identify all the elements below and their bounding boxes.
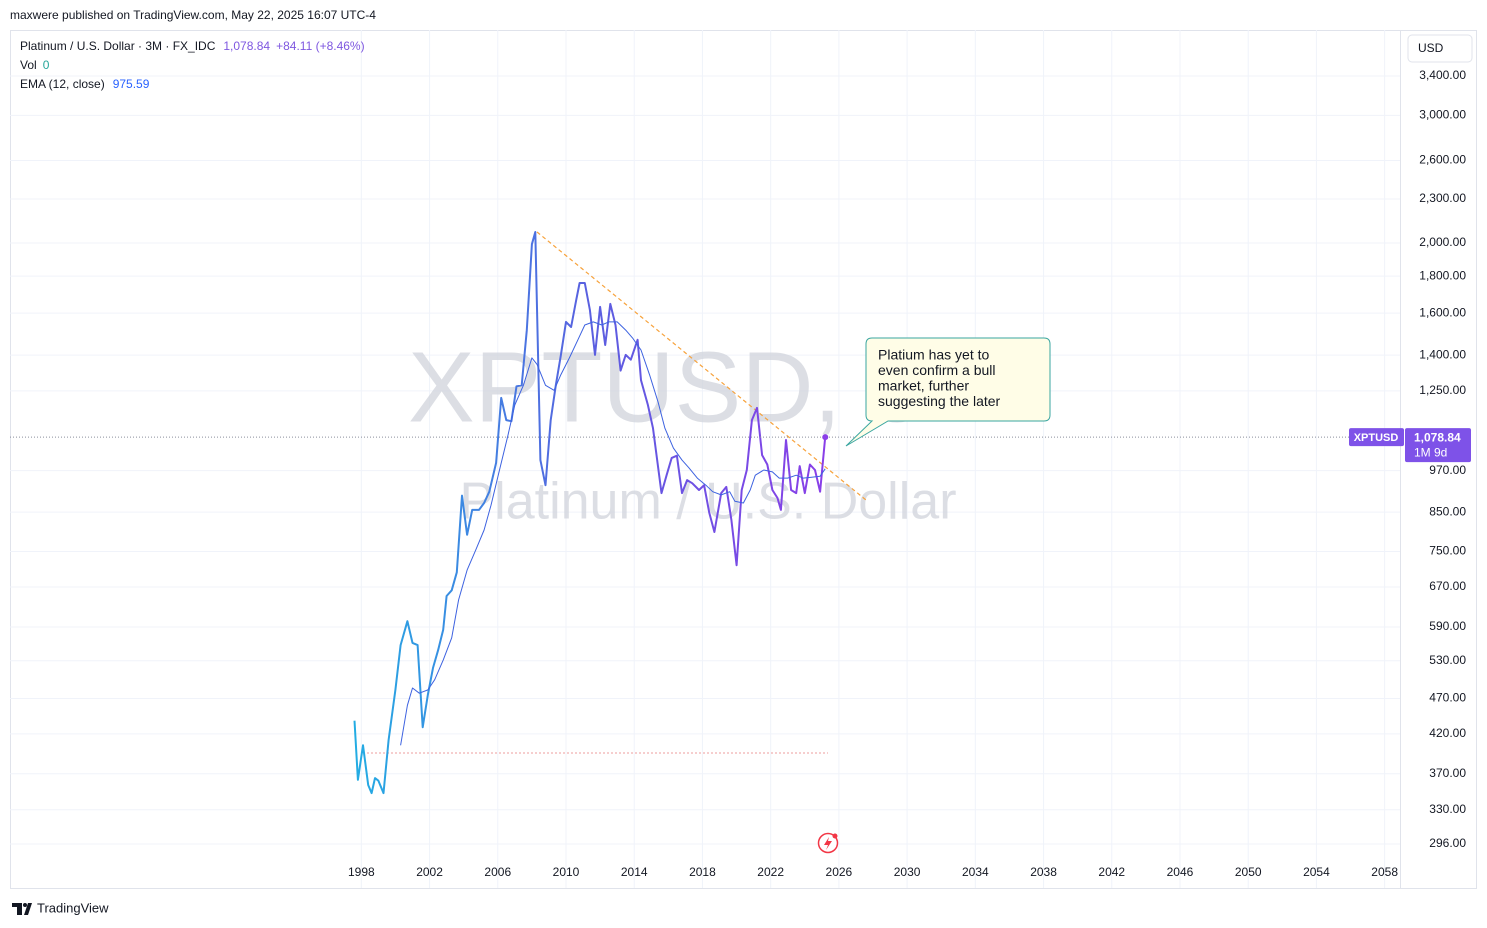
last-point [822,434,829,441]
price-tag-countdown: 1M 9d [1414,445,1447,459]
ema-value: 975.59 [113,77,150,91]
x-tick-label: 2010 [553,865,580,879]
symbol-tag-label: XPTUSD [1354,432,1399,444]
x-tick-label: 2058 [1371,865,1398,879]
y-tick-label: 3,000.00 [1419,108,1466,122]
x-tick-label: 2022 [757,865,784,879]
x-tick-label: 2006 [484,865,511,879]
y-tick-label: 370.00 [1429,766,1466,780]
x-tick-label: 2046 [1167,865,1194,879]
y-tick-label: 970.00 [1429,463,1466,477]
callout-box [845,337,1051,447]
callout-line: market, further [878,378,969,394]
y-tick-label: 420.00 [1429,726,1466,740]
callout-line: Platium has yet to [878,347,989,363]
y-tick-label: 1,600.00 [1419,305,1466,319]
x-tick-label: 2018 [689,865,716,879]
symbol-tag [1349,428,1404,447]
x-tick-label: 2054 [1303,865,1330,879]
price-change: +84.11 (+8.46%) [276,39,365,53]
legend-ema: EMA (12, close) 975.59 [20,77,150,91]
y-tick-label: 330.00 [1429,802,1466,816]
legend-volume: Vol 0 [20,58,50,72]
brand: TradingView [12,900,109,915]
callout-line: suggesting the later [878,393,1001,409]
y-tick-label: 1,250.00 [1419,383,1466,397]
volume-label: Vol [20,58,37,72]
chart-frame [10,30,1477,889]
legend: Platinum / U.S. Dollar · 3M · FX_IDC 1,07… [20,39,365,91]
series-name: Platinum / U.S. Dollar · 3M · FX_IDC [20,39,216,53]
y-tick-label: 2,600.00 [1419,153,1466,167]
x-tick-label: 2002 [416,865,443,879]
y-tick-label: 3,400.00 [1419,68,1466,82]
legend-title: Platinum / U.S. Dollar · 3M · FX_IDC 1,07… [20,39,365,53]
y-tick-label: 590.00 [1429,619,1466,633]
ema-name: EMA (12, close) [20,77,105,91]
x-tick-label: 2042 [1098,865,1125,879]
y-tick-label: 850.00 [1429,504,1466,518]
ema-line [400,321,826,746]
grid [10,30,1400,888]
last-price: 1,078.84 [223,39,270,53]
y-tick-label: 2,000.00 [1419,235,1466,249]
volume-value: 0 [43,58,50,72]
y-tick-label: 1,800.00 [1419,268,1466,282]
x-tick-label: 2014 [621,865,648,879]
currency-label: USD [1418,41,1444,55]
trend-line [536,231,867,501]
y-tick-label: 470.00 [1429,691,1466,705]
plot-area [10,231,1400,795]
y-tick-label: 296.00 [1429,836,1466,850]
x-tick-label: 2030 [894,865,921,879]
price-tag-value: 1,078.84 [1414,430,1461,444]
y-tick-label: 530.00 [1429,653,1466,667]
x-tick-label: 2026 [826,865,853,879]
callout-line: even confirm a bull [878,362,996,378]
published-line: maxwere published on TradingView.com, Ma… [10,8,376,22]
price-line [353,231,827,795]
price-tag-box [1405,428,1471,463]
x-tick-label: 2038 [1030,865,1057,879]
y-tick-label: 1,400.00 [1419,347,1466,361]
y-tick-label: 670.00 [1429,579,1466,593]
lightning-icon [817,832,839,854]
x-tick-label: 2034 [962,865,989,879]
currency-box[interactable] [1407,34,1473,63]
brand-name: TradingView [37,900,109,915]
y-tick-label: 2,300.00 [1419,191,1466,205]
y-tick-label: 750.00 [1429,544,1466,558]
x-tick-label: 1998 [348,865,375,879]
x-tick-label: 2050 [1235,865,1262,879]
